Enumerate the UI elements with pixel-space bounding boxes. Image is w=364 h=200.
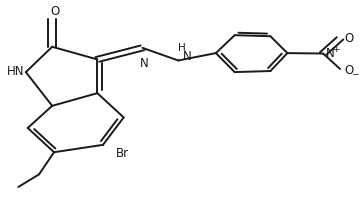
Text: N: N <box>326 47 335 60</box>
Text: H: H <box>178 42 186 52</box>
Text: N: N <box>140 57 149 70</box>
Text: O: O <box>345 32 354 45</box>
Text: HN: HN <box>7 65 24 78</box>
Text: N: N <box>183 49 191 62</box>
Text: O: O <box>51 5 60 18</box>
Text: O: O <box>345 64 354 77</box>
Text: −: − <box>351 69 358 78</box>
Text: Br: Br <box>116 147 129 160</box>
Text: +: + <box>332 45 339 54</box>
